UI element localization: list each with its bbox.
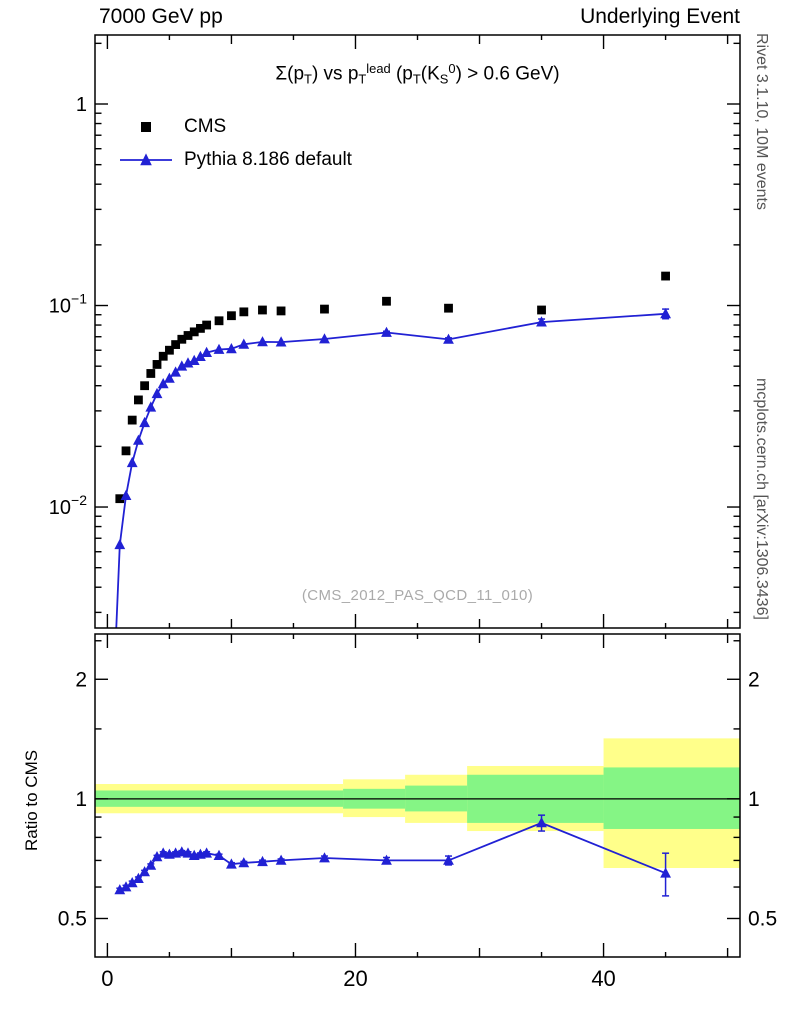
mcplots-arxiv-label: mcplots.cern.ch [arXiv:1306.3436] <box>753 378 770 620</box>
legend-item-pythia: Pythia 8.186 default <box>118 143 352 176</box>
legend-label-pythia: Pythia 8.186 default <box>184 148 352 170</box>
cms-square-marker-icon <box>141 121 151 132</box>
rivet-version-label: Rivet 3.1.10, 10M events <box>753 33 770 210</box>
ratio-uncertainty-bands <box>95 738 740 868</box>
svg-text:1: 1 <box>75 788 87 811</box>
svg-text:1: 1 <box>748 788 760 811</box>
analysis-topic-label: Underlying Event <box>580 5 740 28</box>
cms-data-series <box>115 271 670 504</box>
observable-title: Σ(pT) vs pTlead (pT(KS0) > 0.6 GeV) <box>275 61 560 87</box>
svg-text:2: 2 <box>75 668 87 691</box>
svg-text:40: 40 <box>591 966 615 991</box>
analysis-id-watermark: (CMS_2012_PAS_QCD_11_010) <box>301 587 534 604</box>
axis-tick-labels: 0 20 40 10−2 10−1 1 0.5 0.5 1 1 2 2 <box>49 94 777 991</box>
svg-text:10−1: 10−1 <box>49 291 87 318</box>
svg-text:2: 2 <box>748 668 760 691</box>
svg-text:0.5: 0.5 <box>58 907 87 930</box>
ratio-axis-label: Ratio to CMS <box>22 749 41 851</box>
svg-text:1: 1 <box>76 94 87 116</box>
legend: CMS Pythia 8.186 default <box>118 110 352 176</box>
svg-text:20: 20 <box>343 966 367 991</box>
svg-text:10−2: 10−2 <box>49 492 87 519</box>
pythia-triangle-marker-icon <box>120 152 172 165</box>
beam-energy-label: 7000 GeV pp <box>99 5 223 28</box>
data-series-layer <box>114 271 671 897</box>
pythia-prediction-series <box>114 308 671 628</box>
legend-label-cms: CMS <box>184 115 227 137</box>
svg-text:0: 0 <box>101 966 113 991</box>
axes-frame-and-ticks <box>94 34 741 958</box>
legend-item-cms: CMS <box>118 110 352 143</box>
svg-text:0.5: 0.5 <box>748 907 777 930</box>
ratio-series <box>114 814 671 897</box>
